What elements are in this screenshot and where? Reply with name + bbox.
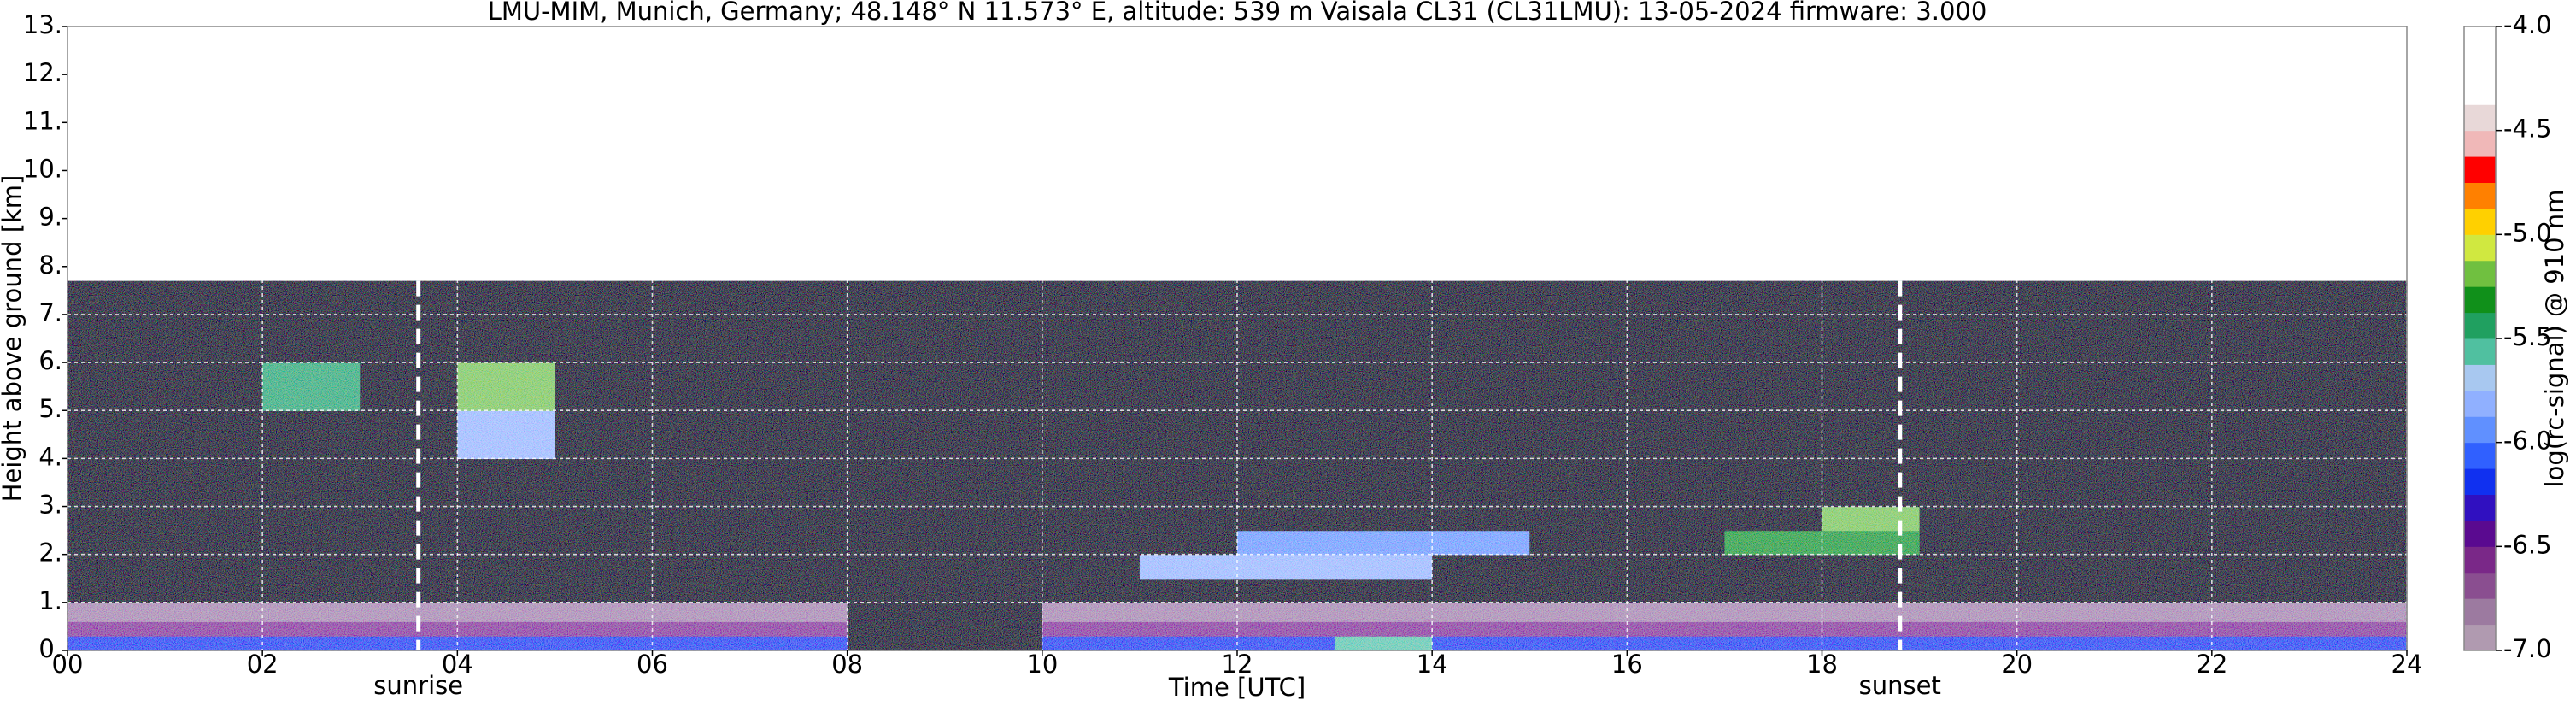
- colorbar-band: [2464, 338, 2496, 365]
- colorbar-tick-label: -4.0: [2503, 10, 2552, 39]
- y-tick-label: 11.: [23, 106, 62, 135]
- y-tick-label: 0.: [38, 634, 62, 663]
- colorbar-band: [2464, 52, 2496, 79]
- x-tick-label: 06: [637, 650, 668, 679]
- colorbar-band: [2464, 234, 2496, 262]
- x-tick-label: 14: [1417, 650, 1448, 679]
- colorbar-band: [2464, 26, 2496, 53]
- colorbar-band: [2464, 182, 2496, 209]
- colorbar-band: [2464, 208, 2496, 235]
- y-tick-label: 1.: [38, 586, 62, 615]
- colorbar-band: [2464, 442, 2496, 469]
- annotation-label: sunset: [1859, 671, 1941, 700]
- colorbar-band: [2464, 78, 2496, 105]
- colorbar-band: [2464, 546, 2496, 574]
- y-tick-label: 6.: [38, 346, 62, 375]
- x-tick-label: 10: [1026, 650, 1058, 679]
- y-tick-label: 7.: [38, 298, 62, 327]
- colorbar-band: [2464, 520, 2496, 547]
- x-tick-label: 02: [247, 650, 279, 679]
- y-tick-label: 9.: [38, 203, 62, 232]
- x-tick-label: 04: [442, 650, 473, 679]
- y-tick-label: 13.: [23, 10, 62, 39]
- colorbar-band: [2464, 286, 2496, 314]
- colorbar-band: [2464, 598, 2496, 626]
- x-tick-label: 22: [2196, 650, 2227, 679]
- colorbar-tick-label: -6.5: [2503, 530, 2552, 559]
- y-tick-label: 10.: [23, 154, 62, 183]
- chart-title: LMU-MIM, Munich, Germany; 48.148° N 11.5…: [488, 0, 1987, 26]
- colorbar-band: [2464, 572, 2496, 599]
- y-tick-label: 8.: [38, 250, 62, 279]
- x-tick-label: 24: [2391, 650, 2423, 679]
- x-tick-label: 18: [1806, 650, 1838, 679]
- x-tick-label: 20: [2001, 650, 2033, 679]
- y-tick-label: 2.: [38, 538, 62, 568]
- y-axis-label: Height above ground [km]: [0, 175, 26, 503]
- colorbar-band: [2464, 156, 2496, 183]
- colorbar-label: log(rc-signal) @ 910 nm: [2540, 190, 2569, 488]
- y-tick-label: 4.: [38, 442, 62, 471]
- annotation-label: sunrise: [373, 671, 463, 700]
- colorbar-band: [2464, 390, 2496, 417]
- colorbar-band: [2464, 624, 2496, 651]
- x-tick-label: 12: [1222, 650, 1253, 679]
- x-tick-label: 00: [52, 650, 84, 679]
- x-axis-label: Time [UTC]: [1168, 673, 1306, 702]
- colorbar-tick-label: -6.0: [2503, 427, 2552, 456]
- colorbar-band: [2464, 104, 2496, 132]
- colorbar-tick-label: -5.5: [2503, 322, 2552, 351]
- colorbar-band: [2464, 494, 2496, 521]
- colorbar-band: [2464, 312, 2496, 339]
- colorbar-tick-label: -7.0: [2503, 634, 2552, 663]
- x-tick-label: 16: [1611, 650, 1643, 679]
- colorbar-band: [2464, 416, 2496, 444]
- colorbar-band: [2464, 130, 2496, 157]
- colorbar-tick-label: -4.5: [2503, 115, 2552, 144]
- colorbar-band: [2464, 364, 2496, 391]
- colorbar-band: [2464, 260, 2496, 287]
- colorbar-band: [2464, 468, 2496, 495]
- y-tick-label: 3.: [38, 491, 62, 520]
- y-tick-label: 12.: [23, 58, 62, 87]
- x-tick-label: 08: [831, 650, 863, 679]
- y-tick-label: 5.: [38, 394, 62, 423]
- colorbar-tick-label: -5.0: [2503, 218, 2552, 247]
